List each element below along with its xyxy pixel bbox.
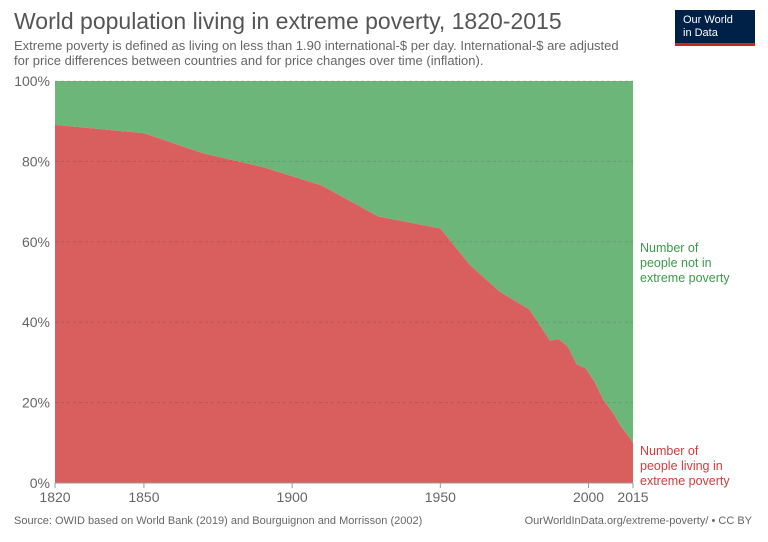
y-tick-label: 0% [30,475,50,491]
x-tick-label: 2015 [617,489,648,505]
area-not-in-poverty [55,81,633,444]
x-tick-label: 1950 [425,489,456,505]
logo-line1: Our World [683,14,733,26]
y-tick-label: 40% [22,314,50,330]
legend-label-in-poverty: people living in [640,459,723,473]
y-tick-label: 20% [22,395,50,411]
area-in-poverty [55,124,633,484]
legend-label-in-poverty: extreme poverty [640,474,730,488]
y-tick-label: 80% [22,153,50,169]
x-tick-label: 1850 [128,489,159,505]
credit-link[interactable]: OurWorldInData.org/extreme-poverty/ • CC… [524,515,752,527]
legend-label-not-in-poverty: Number of [640,241,699,255]
y-tick-label: 100% [14,73,50,89]
owid-logo[interactable]: Our World in Data [675,10,755,46]
logo-line2: in Data [683,27,718,39]
chart-subtitle: Extreme poverty is defined as living on … [14,38,619,68]
x-tick-label: 1900 [277,489,308,505]
legend-label-not-in-poverty: people not in [640,256,712,270]
legend-label-not-in-poverty: extreme poverty [640,271,730,285]
source-note: Source: OWID based on World Bank (2019) … [14,515,423,527]
chart-title: World population living in extreme pover… [14,8,562,34]
y-tick-label: 60% [22,234,50,250]
legend-label-in-poverty: Number of [640,444,699,458]
x-tick-label: 2000 [573,489,604,505]
x-tick-label: 1820 [39,489,70,505]
